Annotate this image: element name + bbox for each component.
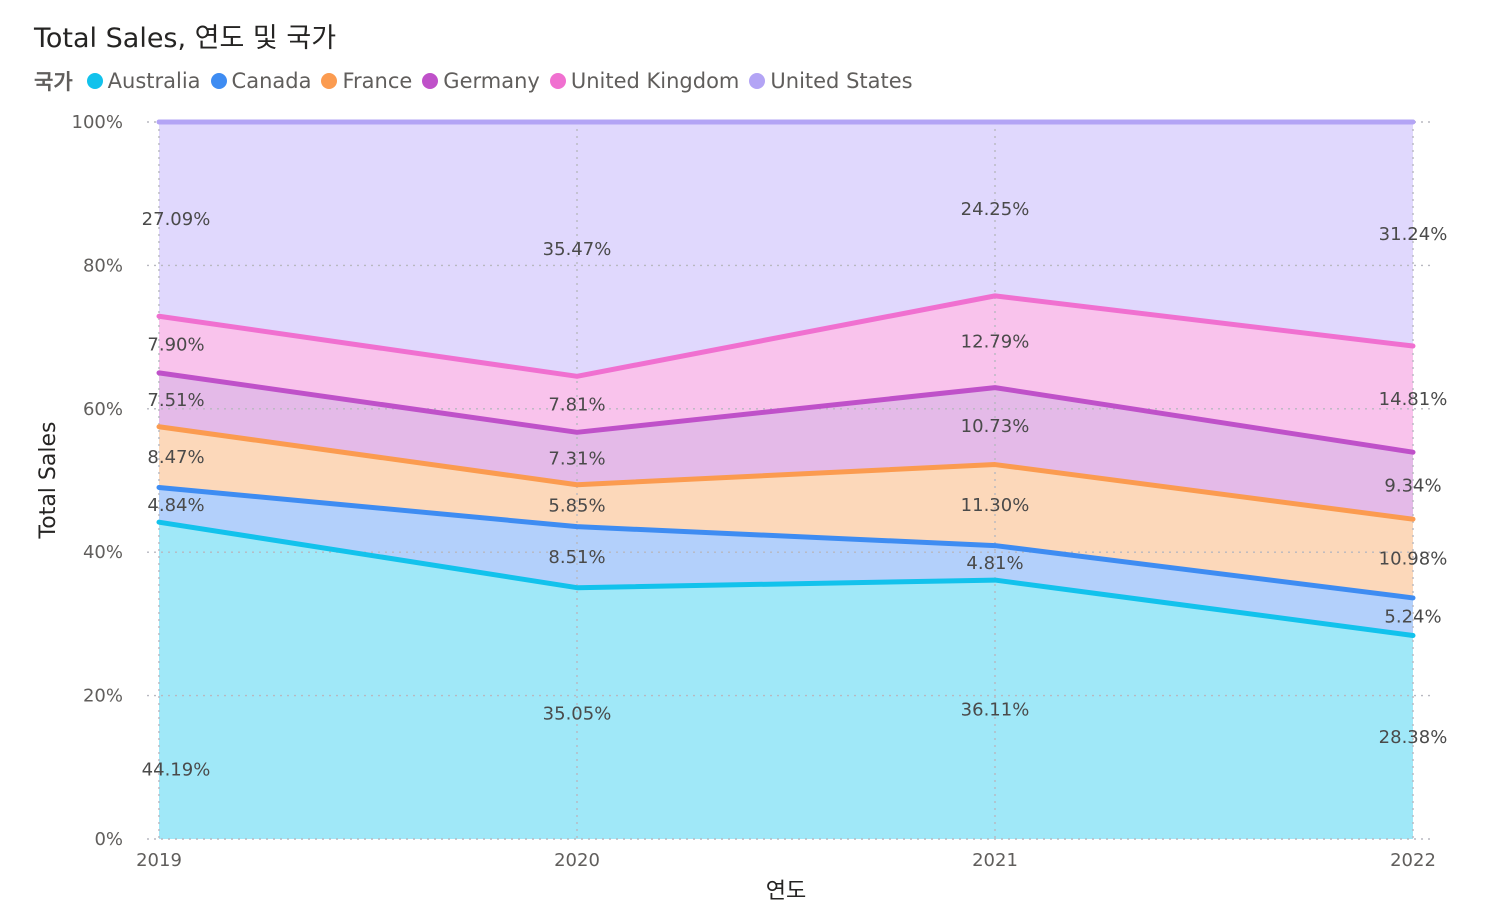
y-tick-label: 60%	[83, 399, 123, 420]
data-label-united-kingdom: 7.90%	[147, 335, 204, 356]
area-australia	[159, 522, 1413, 839]
data-label-france: 11.30%	[961, 495, 1030, 516]
line-canada	[156, 484, 1416, 601]
y-axis-title: Total Sales	[36, 422, 61, 540]
legend-item-france[interactable]: France	[321, 69, 412, 93]
line-united-kingdom	[156, 293, 1416, 379]
area-united-kingdom	[159, 295, 1413, 453]
legend-marker-united-states	[749, 73, 766, 89]
x-axis-title: 연도	[766, 879, 806, 904]
legend-item-united-states[interactable]: United States	[749, 69, 913, 93]
chart-title: Total Sales, 연도 및 국가	[34, 23, 337, 54]
y-tick-label: 80%	[83, 255, 123, 276]
data-label-canada: 5.24%	[1384, 607, 1441, 628]
y-tick-label: 100%	[72, 112, 123, 133]
x-tick-label: 2020	[554, 850, 600, 871]
data-label-australia: 44.19%	[142, 759, 211, 780]
legend-label-australia: Australia	[107, 69, 201, 93]
data-label-united-states: 27.09%	[142, 209, 211, 230]
area-united-states	[159, 122, 1413, 377]
x-tick-label: 2019	[136, 850, 182, 871]
legend-item-united-kingdom[interactable]: United Kingdom	[549, 69, 740, 93]
legend-title: 국가	[34, 70, 73, 94]
legend-marker-australia	[86, 73, 103, 89]
legend-marker-germany	[422, 73, 439, 89]
data-label-australia: 36.11%	[961, 700, 1030, 721]
legend-item-australia[interactable]: Australia	[86, 69, 201, 93]
legend-marker-united-kingdom	[549, 73, 566, 89]
data-label-germany: 7.51%	[147, 390, 204, 411]
data-label-united-states: 35.47%	[543, 239, 612, 260]
data-label-united-states: 31.24%	[1379, 224, 1448, 245]
data-label-france: 8.47%	[147, 447, 204, 468]
data-label-united-kingdom: 7.81%	[548, 394, 605, 415]
data-label-germany: 7.31%	[548, 449, 605, 470]
y-tick-label: 20%	[83, 686, 123, 707]
data-label-germany: 10.73%	[961, 416, 1030, 437]
line-australia	[156, 519, 1416, 638]
legend-label-united-kingdom: United Kingdom	[570, 69, 740, 93]
data-label-united-states: 24.25%	[961, 199, 1030, 220]
y-tick-label: 40%	[83, 542, 123, 563]
legend-item-canada[interactable]: Canada	[210, 69, 312, 93]
legend-label-united-states: United States	[770, 69, 913, 93]
data-label-canada: 8.51%	[548, 547, 605, 568]
legend-label-france: France	[342, 69, 413, 93]
area-canada	[159, 487, 1413, 636]
data-label-germany: 9.34%	[1384, 476, 1441, 497]
legend-label-canada: Canada	[231, 69, 312, 93]
data-label-canada: 4.84%	[147, 495, 204, 516]
data-label-australia: 35.05%	[543, 703, 612, 724]
data-label-france: 5.85%	[548, 496, 605, 517]
x-tick-label: 2022	[1390, 850, 1436, 871]
data-label-united-kingdom: 12.79%	[961, 332, 1030, 353]
legend: 국가 Australia Canada France Germany Unite…	[34, 66, 923, 96]
legend-label-germany: Germany	[443, 69, 540, 93]
area-france	[159, 426, 1413, 598]
data-label-australia: 28.38%	[1379, 727, 1448, 748]
data-label-canada: 4.81%	[966, 553, 1023, 574]
data-label-united-kingdom: 14.81%	[1379, 389, 1448, 410]
line-germany	[156, 370, 1416, 455]
x-tick-label: 2021	[972, 850, 1018, 871]
legend-marker-canada	[210, 73, 227, 89]
data-label-france: 10.98%	[1379, 549, 1448, 570]
y-tick-label: 0%	[94, 829, 123, 850]
legend-marker-france	[321, 73, 338, 89]
legend-item-germany[interactable]: Germany	[422, 69, 540, 93]
line-france	[156, 424, 1416, 522]
